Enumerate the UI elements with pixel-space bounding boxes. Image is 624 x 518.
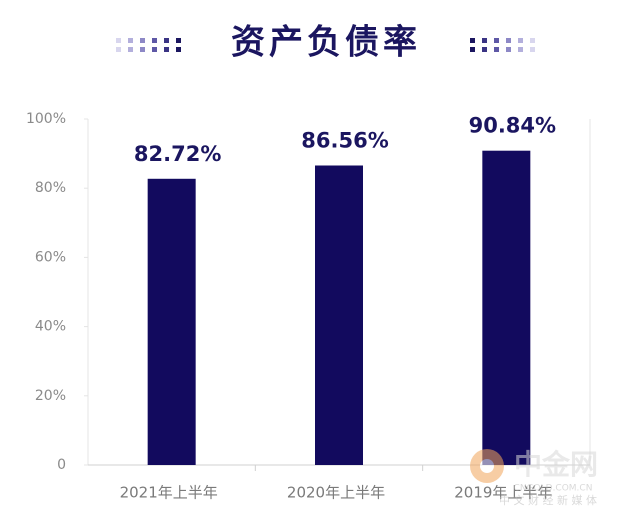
- watermark-url: CNGOLD.COM.CN: [514, 484, 593, 494]
- y-tick-label: 0: [57, 457, 66, 473]
- title-decoration-right: [470, 38, 535, 52]
- value-label: 86.56%: [301, 129, 388, 153]
- watermark-name: 中金网: [514, 448, 598, 481]
- bar: [147, 178, 196, 465]
- bar: [315, 165, 363, 466]
- plot: 0 20% 40% 60% 80% 100% 2021年上半年 82.72% 2020年上半年 8…: [26, 111, 591, 502]
- value-label: 82.72%: [134, 142, 221, 166]
- y-tick-label: 20%: [35, 388, 66, 404]
- y-tick-label: 40%: [35, 319, 66, 335]
- title-decoration-left: [116, 38, 181, 52]
- watermark: 中金网 CNGOLD.COM.CN 中 文 财 经 新 媒 体: [470, 448, 598, 507]
- x-tick-label: 2020年上半年: [287, 484, 385, 502]
- chart-title: 资产负债率: [231, 23, 421, 63]
- x-tick-label: 2019年上半年: [454, 484, 552, 502]
- watermark-tagline: 中 文 财 经 新 媒 体: [499, 493, 597, 507]
- x-tick-label: 2021年上半年: [120, 484, 218, 502]
- value-label: 90.84%: [469, 114, 556, 138]
- watermark-logo: [480, 459, 494, 473]
- y-tick-label: 80%: [35, 180, 66, 196]
- bar: [482, 150, 531, 465]
- y-tick-label: 60%: [35, 249, 66, 265]
- y-tick-label: 100%: [26, 111, 66, 127]
